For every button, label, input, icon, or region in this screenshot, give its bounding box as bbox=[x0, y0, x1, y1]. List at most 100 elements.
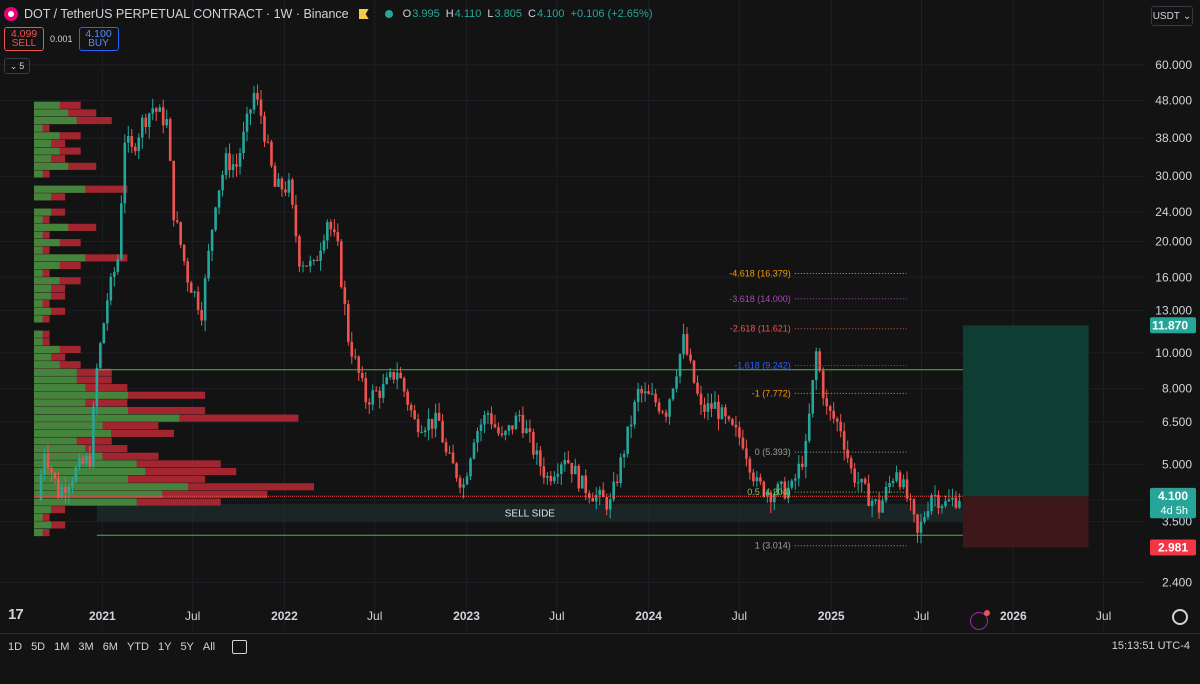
candle-body bbox=[511, 425, 514, 430]
range-button-1y[interactable]: 1Y bbox=[157, 641, 172, 653]
candle-body bbox=[720, 407, 724, 420]
volume-bar-buy bbox=[34, 483, 188, 491]
candle-body bbox=[605, 497, 609, 510]
candle-body bbox=[81, 458, 85, 464]
volume-bar-buy bbox=[34, 528, 43, 537]
gear-icon[interactable] bbox=[1172, 609, 1188, 625]
price-label: 11.870 bbox=[1152, 318, 1188, 332]
candle-body bbox=[420, 431, 423, 433]
candle-body bbox=[444, 442, 448, 453]
volume-bar-buy bbox=[34, 330, 43, 338]
buy-button[interactable]: 4.100 BUY bbox=[78, 27, 119, 51]
calendar-icon[interactable] bbox=[232, 640, 248, 654]
candle-body bbox=[793, 478, 797, 481]
range-button-5d[interactable]: 5D bbox=[31, 641, 46, 653]
range-button-3m[interactable]: 3M bbox=[78, 641, 94, 653]
candle-body bbox=[340, 241, 343, 288]
candle-body bbox=[856, 482, 860, 484]
range-button-1d[interactable]: 1D bbox=[8, 641, 23, 653]
candle-body bbox=[587, 493, 591, 499]
candle-body bbox=[102, 323, 106, 344]
candle-body bbox=[326, 221, 329, 241]
flag-icon[interactable] bbox=[358, 9, 369, 19]
candle-body bbox=[940, 506, 944, 509]
candle-body bbox=[423, 430, 427, 432]
alerts-icon[interactable] bbox=[970, 610, 990, 630]
range-button-all[interactable]: All bbox=[202, 641, 216, 653]
price-label: 2.981 bbox=[1158, 540, 1188, 554]
candle-body bbox=[518, 414, 521, 416]
candle-body bbox=[776, 484, 780, 495]
clock[interactable]: 15:13:51 UTC-4 bbox=[1111, 640, 1190, 652]
target-zone bbox=[962, 325, 1089, 497]
candle-body bbox=[734, 424, 738, 428]
volume-bar-buy bbox=[34, 246, 43, 254]
candle-body bbox=[891, 480, 895, 484]
volume-bar-buy bbox=[34, 384, 86, 392]
candle-body bbox=[71, 481, 74, 487]
candle-body bbox=[846, 449, 849, 459]
candle-body bbox=[196, 291, 200, 311]
candle-body bbox=[769, 492, 773, 503]
candle-body bbox=[168, 119, 172, 161]
range-button-ytd[interactable]: YTD bbox=[126, 641, 149, 653]
tradingview-logo[interactable]: 17 bbox=[8, 606, 24, 623]
candle-body bbox=[762, 481, 766, 497]
candle-body bbox=[490, 413, 493, 425]
candle-body bbox=[472, 442, 476, 459]
candle-body bbox=[402, 378, 406, 392]
candle-body bbox=[284, 189, 287, 193]
sell-side-label: SELL SIDE bbox=[505, 509, 556, 520]
volume-bar-buy bbox=[34, 315, 43, 323]
candle-body bbox=[881, 500, 884, 513]
indicators-toggle-button[interactable]: ⌄ 5 bbox=[4, 58, 30, 74]
candle-body bbox=[937, 495, 940, 509]
candle-body bbox=[797, 463, 801, 479]
volume-bar-buy bbox=[34, 124, 43, 132]
volume-bar-buy bbox=[34, 231, 43, 239]
candle-body bbox=[343, 287, 347, 304]
candle-body bbox=[399, 372, 402, 379]
candle-body bbox=[507, 425, 511, 431]
range-button-1m[interactable]: 1M bbox=[54, 641, 70, 653]
volume-bar-buy bbox=[34, 338, 43, 346]
symbol-title[interactable]: DOT / TetherUS PERPETUAL CONTRACT · 1W ·… bbox=[24, 7, 349, 21]
candle-body bbox=[350, 341, 354, 357]
candle-body bbox=[783, 481, 787, 499]
range-button-5y[interactable]: 5Y bbox=[180, 641, 194, 653]
fib-label: 0.5 (4.204) bbox=[747, 487, 791, 497]
candle-body bbox=[909, 498, 912, 500]
y-tick-label: 38.000 bbox=[1155, 131, 1192, 145]
currency-select[interactable]: USDT ⌄ bbox=[1151, 6, 1193, 26]
sell-button[interactable]: 4.099 SELL bbox=[4, 27, 44, 51]
candle-body bbox=[818, 351, 822, 371]
candle-body bbox=[158, 107, 162, 112]
polkadot-logo-icon bbox=[4, 7, 18, 21]
x-tick-label: 2026 bbox=[1000, 609, 1027, 623]
candle-body bbox=[371, 390, 375, 405]
ohlc-values: O3.995 H4.110 L3.805 C4.100 +0.106 (+2.6… bbox=[402, 8, 653, 20]
candle-body bbox=[800, 463, 804, 467]
y-tick-label: 6.500 bbox=[1162, 415, 1192, 429]
volume-bar-buy bbox=[34, 307, 52, 315]
candle-body bbox=[905, 479, 909, 499]
volume-bar-buy bbox=[34, 437, 77, 445]
price-chart[interactable]: SELL SIDE -4.618 (16.379) -3.618 (14.000) -… bbox=[0, 0, 1200, 633]
sell-side-zone bbox=[96, 503, 963, 522]
candle-body bbox=[85, 456, 88, 464]
candle-body bbox=[546, 475, 549, 478]
y-tick-label: 8.000 bbox=[1162, 382, 1192, 396]
candle-body bbox=[109, 276, 113, 301]
candle-body bbox=[210, 229, 214, 251]
candle-body bbox=[409, 404, 413, 411]
fib-label: 0 (5.393) bbox=[755, 447, 791, 457]
range-button-6m[interactable]: 6M bbox=[102, 641, 118, 653]
candle-body bbox=[919, 521, 923, 533]
candle-body bbox=[752, 472, 755, 482]
candle-body bbox=[780, 481, 783, 485]
x-tick-label: 2021 bbox=[89, 609, 116, 623]
candle-body bbox=[374, 390, 378, 392]
candle-body bbox=[703, 404, 706, 412]
volume-bar-buy bbox=[34, 254, 86, 262]
candle-body bbox=[277, 178, 280, 187]
